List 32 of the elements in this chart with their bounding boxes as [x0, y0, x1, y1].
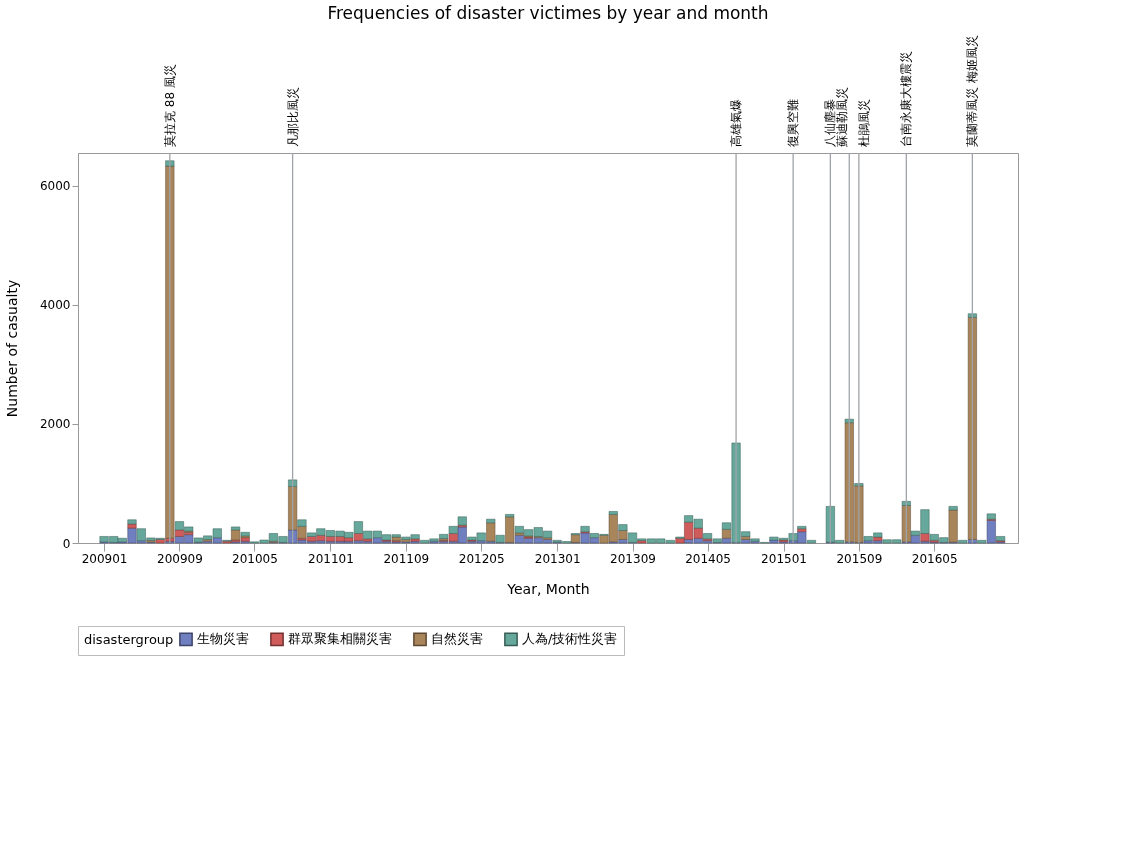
- legend-title: disastergroup: [84, 632, 174, 647]
- x-tick-label: 201605: [911, 551, 958, 566]
- legend-label: 群眾聚集相關災害: [288, 631, 392, 647]
- legend-label: 人為/技術性災害: [522, 631, 618, 647]
- ref-line-label: 高雄氣爆: [729, 99, 744, 147]
- x-tick-label: 201405: [685, 551, 731, 566]
- y-tick-label: 2000: [39, 417, 71, 432]
- x-tick-label: 201005: [232, 551, 278, 566]
- ref-line-label: 莫蘭蒂風災 梅姬風災: [965, 35, 980, 147]
- chart-title: Frequencies of disaster victimes by year and month: [327, 3, 769, 24]
- x-tick-label: 201309: [610, 551, 656, 566]
- ref-line-label: 凡那比風災: [285, 87, 300, 147]
- x-tick-label: 201101: [308, 551, 354, 566]
- legend-label: 自然災害: [431, 631, 483, 647]
- ref-line-label: 蘇迪勒風災: [835, 87, 850, 147]
- x-tick-label: 201501: [761, 551, 807, 566]
- ref-line-label: 莫拉克 88 風災: [162, 64, 177, 147]
- ref-line-label: 復興空難: [786, 99, 801, 147]
- y-tick-label: 6000: [39, 179, 71, 194]
- ref-line-label: 台南永康大樓震災: [899, 51, 914, 147]
- x-tick-label: 201509: [836, 551, 883, 566]
- x-tick-label: 200901: [81, 551, 128, 566]
- y-axis-title: Number of casualty: [3, 279, 20, 418]
- y-tick-label: 0: [62, 536, 71, 551]
- y-tick-label: 4000: [39, 298, 71, 313]
- ref-line-label: 杜鵑風災: [856, 99, 871, 147]
- x-tick-label: 200909: [157, 551, 203, 566]
- x-axis-title: Year, Month: [506, 580, 590, 597]
- x-tick-label: 201109: [383, 551, 430, 566]
- x-tick-label: 201205: [458, 551, 505, 566]
- legend-label: 生物災害: [197, 631, 249, 647]
- x-tick-label: 201301: [534, 551, 581, 566]
